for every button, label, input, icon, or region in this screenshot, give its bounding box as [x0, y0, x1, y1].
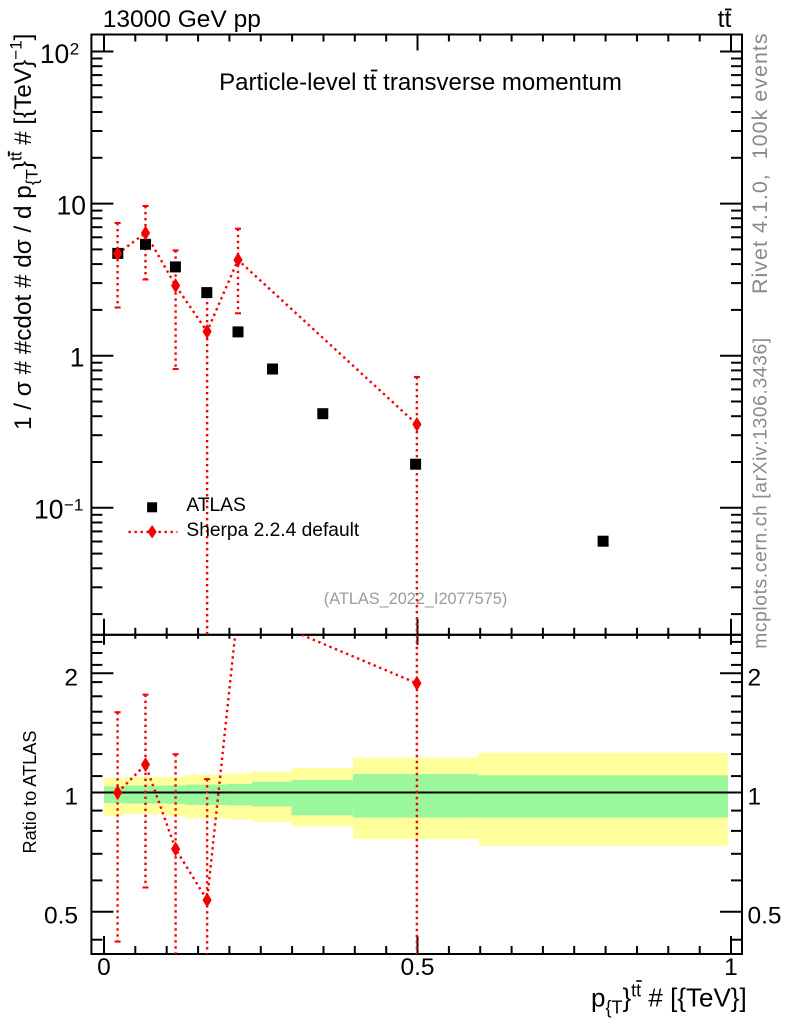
svg-text:1: 1	[748, 784, 762, 811]
svg-text:0.5: 0.5	[748, 903, 782, 930]
svg-text:13000 GeV pp: 13000 GeV pp	[103, 6, 261, 33]
svg-text:2: 2	[64, 664, 78, 691]
svg-text:(ATLAS_2022_I2077575): (ATLAS_2022_I2077575)	[324, 590, 507, 608]
svg-text:2: 2	[70, 40, 79, 59]
svg-text:tt: tt	[718, 6, 732, 33]
svg-text:2: 2	[748, 664, 762, 691]
svg-text:0: 0	[97, 954, 111, 981]
svg-text:ATLAS: ATLAS	[186, 495, 245, 516]
svg-text:−1: −1	[64, 495, 83, 514]
svg-text:Particle-level tt transverse m: Particle-level tt transverse momentum	[219, 69, 622, 96]
svg-text:Ratio to ATLAS: Ratio to ATLAS	[20, 731, 40, 854]
svg-text:10: 10	[40, 39, 69, 69]
svg-text:Rivet 4.1.0, 100k events: Rivet 4.1.0, 100k events	[748, 32, 772, 294]
svg-text:0.5: 0.5	[44, 903, 78, 930]
svg-text:10: 10	[34, 495, 63, 525]
svg-text:0.5: 0.5	[400, 954, 434, 981]
svg-text:1: 1	[70, 343, 85, 373]
svg-text:1: 1	[724, 954, 738, 981]
svg-text:mcplots.cern.ch [arXiv:1306.34: mcplots.cern.ch [arXiv:1306.3436]	[751, 337, 772, 649]
svg-text:Sherpa 2.2.4 default: Sherpa 2.2.4 default	[186, 520, 359, 541]
svg-text:10: 10	[57, 190, 86, 220]
svg-text:1: 1	[64, 784, 78, 811]
svg-text:1 / σ # #cdot # dσ / d p{T}tt: 1 / σ # #cdot # dσ / d p{T}tt # [{TeV}−1…	[7, 34, 42, 430]
